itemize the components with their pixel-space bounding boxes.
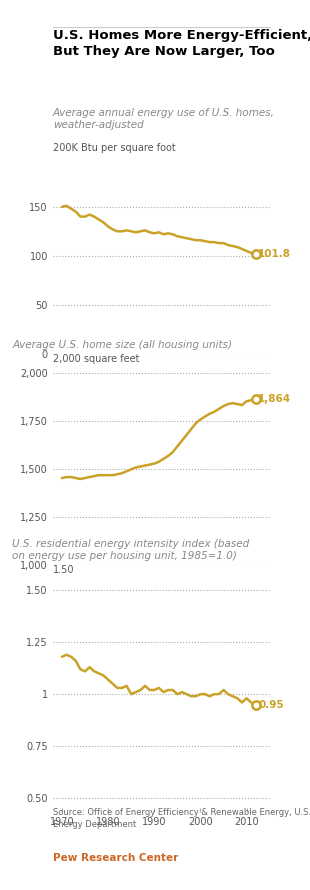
Text: 1,864: 1,864 — [258, 394, 291, 404]
Text: 200K Btu per square foot: 200K Btu per square foot — [53, 143, 175, 153]
Text: Average U.S. home size (all housing units): Average U.S. home size (all housing unit… — [12, 340, 232, 350]
Text: Pew Research Center: Pew Research Center — [53, 854, 178, 863]
Text: 0.95: 0.95 — [258, 700, 284, 709]
Text: Source: Office of Energy Efficiency & Renewable Energy, U.S.
Energy Department: Source: Office of Energy Efficiency & Re… — [53, 808, 310, 829]
Text: U.S. residential energy intensity index (based
on energy use per housing unit, 1: U.S. residential energy intensity index … — [12, 538, 250, 561]
Text: 101.8: 101.8 — [258, 249, 291, 259]
Text: U.S. Homes More Energy-Efficient,
But They Are Now Larger, Too: U.S. Homes More Energy-Efficient, But Th… — [53, 29, 310, 58]
Text: 1.50: 1.50 — [53, 565, 74, 576]
Text: 2,000 square feet: 2,000 square feet — [53, 354, 139, 364]
Text: Average annual energy use of U.S. homes,
weather-adjusted: Average annual energy use of U.S. homes,… — [53, 108, 275, 131]
